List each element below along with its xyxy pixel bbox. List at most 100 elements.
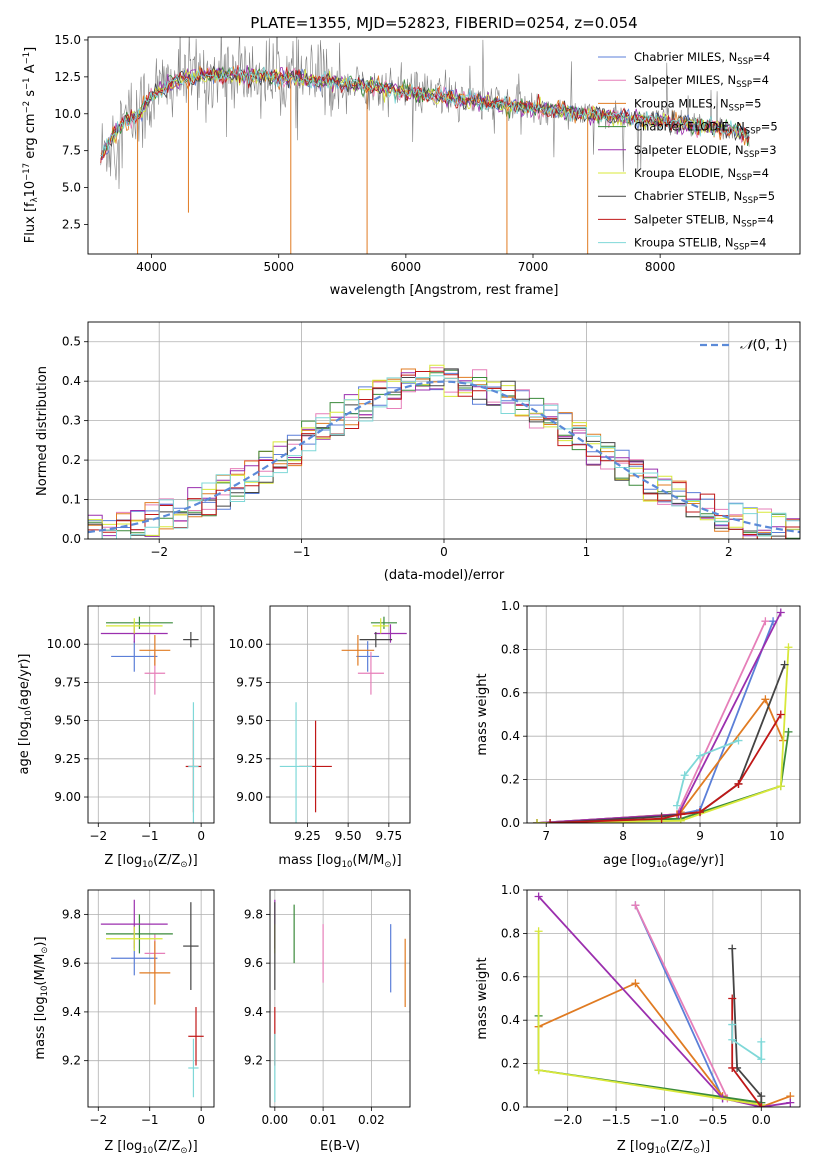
y-tick-label: 9.75 [236, 675, 263, 689]
x-axis-label: Z [log10(Z/Z⊙)] [617, 1139, 710, 1156]
x-tick-label: 4000 [136, 260, 167, 274]
y-tick-label: 1.0 [501, 883, 520, 897]
normal-curve [88, 380, 800, 534]
y-tick-label: 10.00 [47, 637, 81, 651]
y-tick-label: 9.6 [244, 956, 263, 970]
x-tick-label: 0.02 [358, 1113, 385, 1127]
series-marker [534, 1066, 543, 1075]
plot-area [270, 890, 410, 1107]
model-spectrum [100, 66, 750, 157]
histogram [88, 375, 800, 539]
series-marker [734, 779, 743, 788]
series-marker [776, 608, 785, 617]
y-tick-label: 0.8 [501, 642, 520, 656]
y-tick-label: 0.3 [62, 414, 81, 428]
y-tick-label: 0.5 [62, 335, 81, 349]
legend-label: Salpeter ELODIE, NSSP=3 [634, 143, 777, 160]
series-marker [776, 782, 785, 791]
axes-frame [269, 605, 411, 824]
y-tick-label: 9.8 [62, 907, 81, 921]
y-axis-label: mass weight [475, 673, 490, 755]
series-line [731, 948, 763, 1107]
y-tick-label: 9.4 [244, 1005, 263, 1019]
series-marker [776, 710, 785, 719]
series-marker [631, 979, 640, 988]
plot-area [270, 606, 410, 823]
y-tick-label: 9.25 [236, 752, 263, 766]
y-tick-label: 0.8 [501, 926, 520, 940]
plot-area [527, 890, 800, 1107]
x-tick-label: 8000 [645, 260, 676, 274]
x-tick-label: 7 [542, 829, 550, 843]
series-marker [631, 901, 640, 910]
x-axis-label: mass [log10(M/M⊙)] [278, 853, 401, 870]
y-tick-label: 9.00 [54, 790, 81, 804]
x-tick-label: 10 [769, 829, 784, 843]
x-tick-label: −2 [89, 829, 107, 843]
x-tick-label: 0.00 [261, 1113, 288, 1127]
y-axis-label: age [log10(age/yr)] [17, 654, 34, 775]
figure-title: PLATE=1355, MJD=52823, FIBERID=0254, z=0… [250, 14, 637, 32]
series-marker [728, 944, 737, 953]
x-axis-label: Z [log10(Z/Z⊙)] [104, 1139, 197, 1156]
panel-5: −2 −1 0 9.2 9.4 9.6 9.8 Z [log10(Z/Z⊙)] mass [lo… [33, 889, 215, 1156]
legend-label: Kroupa ELODIE, NSSP=4 [634, 166, 769, 183]
series-marker [786, 1098, 795, 1107]
legend-label: Salpeter MILES, NSSP=4 [634, 73, 769, 90]
x-axis-label: age [log10(age/yr)] [603, 853, 724, 870]
y-tick-label: 9.50 [54, 714, 81, 728]
panel-6: 0.00 0.01 0.02 9.2 9.4 9.6 9.8 E(B-V) [244, 889, 411, 1154]
panel-7: −2.0 −1.5 −1.0 −0.5 0.0 0.0 0.2 0.4 0.6 0.8 1.0 mas… [475, 883, 801, 1156]
y-tick-label: 0.4 [501, 729, 520, 743]
y-tick-label: 9.8 [244, 907, 263, 921]
y-axis-label: mass weight [475, 957, 490, 1039]
y-axis-label: mass [log10(M/M⊙)] [33, 936, 50, 1059]
x-tick-label: −1 [141, 829, 159, 843]
plot-area [88, 890, 214, 1107]
series-marker [784, 727, 793, 736]
x-tick-label: 0.01 [310, 1113, 337, 1127]
y-axis-label: Flux [fλ10−17 erg cm−2 s−1 A−1] [22, 47, 40, 243]
panel-3: 9.25 9.50 9.75 9.00 9.25 9.50 9.75 10.00 mass [l… [229, 605, 411, 870]
model-spectrum [100, 65, 750, 158]
series-marker [728, 994, 737, 1003]
series-marker [657, 814, 666, 823]
y-tick-label: 0.2 [501, 773, 520, 787]
x-axis-label: wavelength [Angstrom, rest frame] [330, 283, 559, 298]
axes-frame [87, 605, 215, 824]
legend-label: Chabrier ELODIE, NSSP=5 [634, 120, 778, 137]
y-tick-label: 9.2 [244, 1054, 263, 1068]
y-tick-label: 0.2 [62, 453, 81, 467]
plots-layer: 4000 5000 6000 7000 80002.55.07.510.012.515.… [17, 33, 801, 1156]
y-tick-label: 0.0 [501, 816, 520, 830]
y-tick-label: 0.6 [501, 686, 520, 700]
series-marker [780, 660, 789, 669]
y-tick-label: 0.0 [501, 1100, 520, 1114]
y-tick-label: 5.0 [62, 181, 81, 195]
x-tick-label: 0.0 [752, 1113, 771, 1127]
y-tick-label: 9.2 [62, 1054, 81, 1068]
plot-area [88, 322, 800, 539]
series-marker [696, 751, 705, 760]
x-tick-label: −0.5 [698, 1113, 727, 1127]
axes-frame [87, 36, 801, 255]
legend-label: Salpeter STELIB, NSSP=4 [634, 212, 774, 229]
y-tick-label: 9.50 [236, 714, 263, 728]
y-tick-label: 1.0 [501, 599, 520, 613]
y-axis-label: Normed distribution [35, 366, 50, 496]
x-tick-label: 9.75 [375, 829, 402, 843]
legend-label: 𝒩(0, 1) [740, 338, 787, 353]
y-tick-label: 15.0 [54, 33, 81, 47]
legend-label: Kroupa MILES, NSSP=5 [634, 96, 761, 113]
x-tick-label: 9.50 [335, 829, 362, 843]
x-tick-label: 6000 [391, 260, 422, 274]
x-tick-label: 9.25 [294, 829, 321, 843]
x-tick-label: 0 [440, 545, 448, 559]
legend-label: Kroupa STELIB, NSSP=4 [634, 236, 766, 253]
x-tick-label: 0 [197, 829, 205, 843]
series-marker [534, 927, 543, 936]
axes-frame [87, 321, 801, 540]
plot-area [100, 37, 750, 254]
